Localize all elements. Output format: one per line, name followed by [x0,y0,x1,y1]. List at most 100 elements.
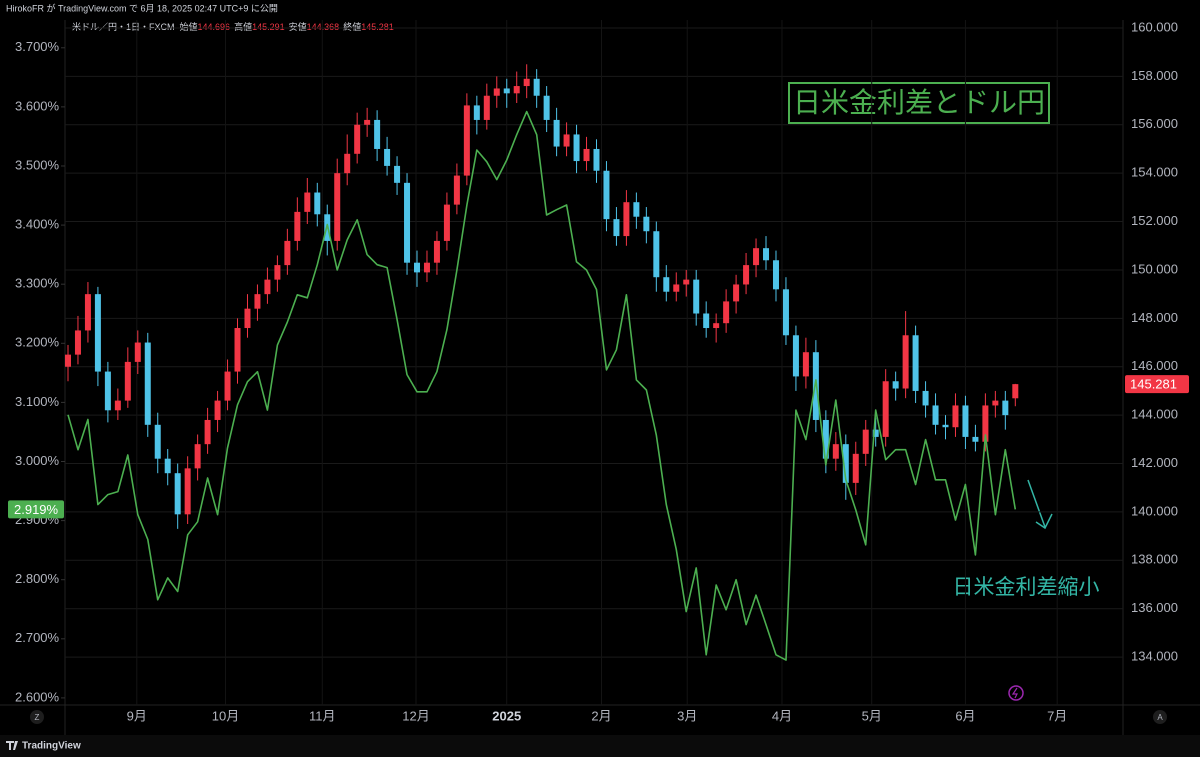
candle-body [802,352,809,377]
event-icon[interactable] [1008,685,1024,701]
candle-body [723,301,730,324]
candle-body [673,284,680,292]
axis-button-label: A [1157,713,1163,722]
candle-body [683,279,690,285]
candle-body [423,262,430,273]
candle-body [144,342,151,425]
axis-labels: 134.000 136.000 138.000 140.000 142.000 144.0… [8,19,1189,723]
legend-label: 始値 [180,21,198,32]
legend-close: 145.281 [361,22,394,32]
candle-body [174,473,181,515]
candle-body [852,453,859,483]
candle-body [304,192,311,212]
candle-body [653,231,660,278]
candle-body [892,381,899,389]
candle-body [952,405,959,428]
x-tick-label: 6月 [955,708,975,723]
candle-body [703,313,710,329]
candle-body [334,173,341,241]
candle-body [164,458,171,474]
candle-body [912,335,919,391]
candle-body [553,119,560,147]
y2-tick-label: 138.000 [1131,552,1178,567]
y2-tick-label: 158.000 [1131,68,1178,83]
candle-body [693,279,700,314]
candle-body [433,240,440,263]
y2-tick-label: 142.000 [1131,455,1178,470]
y-tick-label: 3.200% [15,335,60,350]
y-tick-label: 2.600% [15,689,60,704]
candle-body [234,328,241,372]
x-tick-label: 9月 [127,708,147,723]
candle-body [533,78,540,96]
candle-body [573,134,580,162]
x-tick-label: 7月 [1047,708,1067,723]
legend-high: 145.291 [252,22,285,32]
candle-body [124,361,131,401]
candle-body [493,88,500,96]
candle-body [473,105,480,120]
x-tick-label: 2025 [492,708,521,723]
candle-body [64,354,71,367]
annotation-title: 日米金利差とドル円 [793,86,1045,119]
annotation-arrowhead [1035,513,1053,530]
candle-body [214,400,221,420]
last-price-box [1125,375,1189,394]
candle-body [513,86,520,94]
candle-body [763,248,770,261]
candle-body [743,265,750,285]
axis-button[interactable] [1153,710,1167,724]
candle-body [882,381,889,437]
legend-label: 安値 [289,21,307,32]
candle-body [583,148,590,162]
y-tick-label: 3.400% [15,217,60,232]
y2-tick-label: 156.000 [1131,116,1178,131]
candle-body [822,419,829,459]
candle-body [792,335,799,377]
candle-body [483,95,490,120]
candle-body [104,371,111,411]
axis-button[interactable] [30,710,44,724]
axis-button-label: Z [35,713,40,722]
candle-body [663,277,670,292]
last-value-label: 2.919% [14,502,59,517]
y-tick-label: 3.000% [15,453,60,468]
y2-tick-label: 160.000 [1131,19,1178,34]
y2-tick-label: 136.000 [1131,600,1178,615]
y2-tick-label: 152.000 [1131,213,1178,228]
y2-tick-label: 140.000 [1131,503,1178,518]
y-tick-label: 3.100% [15,394,60,409]
event-icon-bolt [1011,687,1018,699]
x-tick-label: 12月 [402,708,429,723]
logo: TradingView [22,741,81,752]
annotation-box [788,82,1050,124]
legend-open: 144.696 [198,22,231,32]
y-tick-label: 3.500% [15,157,60,172]
y-tick-label: 2.700% [15,630,60,645]
candle-body [603,170,610,220]
candle-body [204,419,211,445]
legend-low: 144.368 [307,22,340,32]
candle-body [643,216,650,232]
candle-body [1002,400,1009,416]
candle-body [872,429,879,437]
y2-tick-label: 146.000 [1131,358,1178,373]
candle-body [404,182,411,263]
candle-body [354,124,361,154]
candle-body [414,262,421,273]
candle-body [384,148,391,166]
candle-body [523,78,530,87]
candle-body [932,405,939,425]
candle-body [194,444,201,469]
candle-body [114,400,121,411]
annotation-note: 日米金利差縮小 [953,575,1100,599]
y-tick-label: 3.600% [15,98,60,113]
candle-body [733,284,740,302]
candle-body [982,405,989,442]
candle-body [374,119,381,149]
candle-body [613,219,620,237]
candle-body [294,211,301,241]
candle-body [394,165,401,183]
